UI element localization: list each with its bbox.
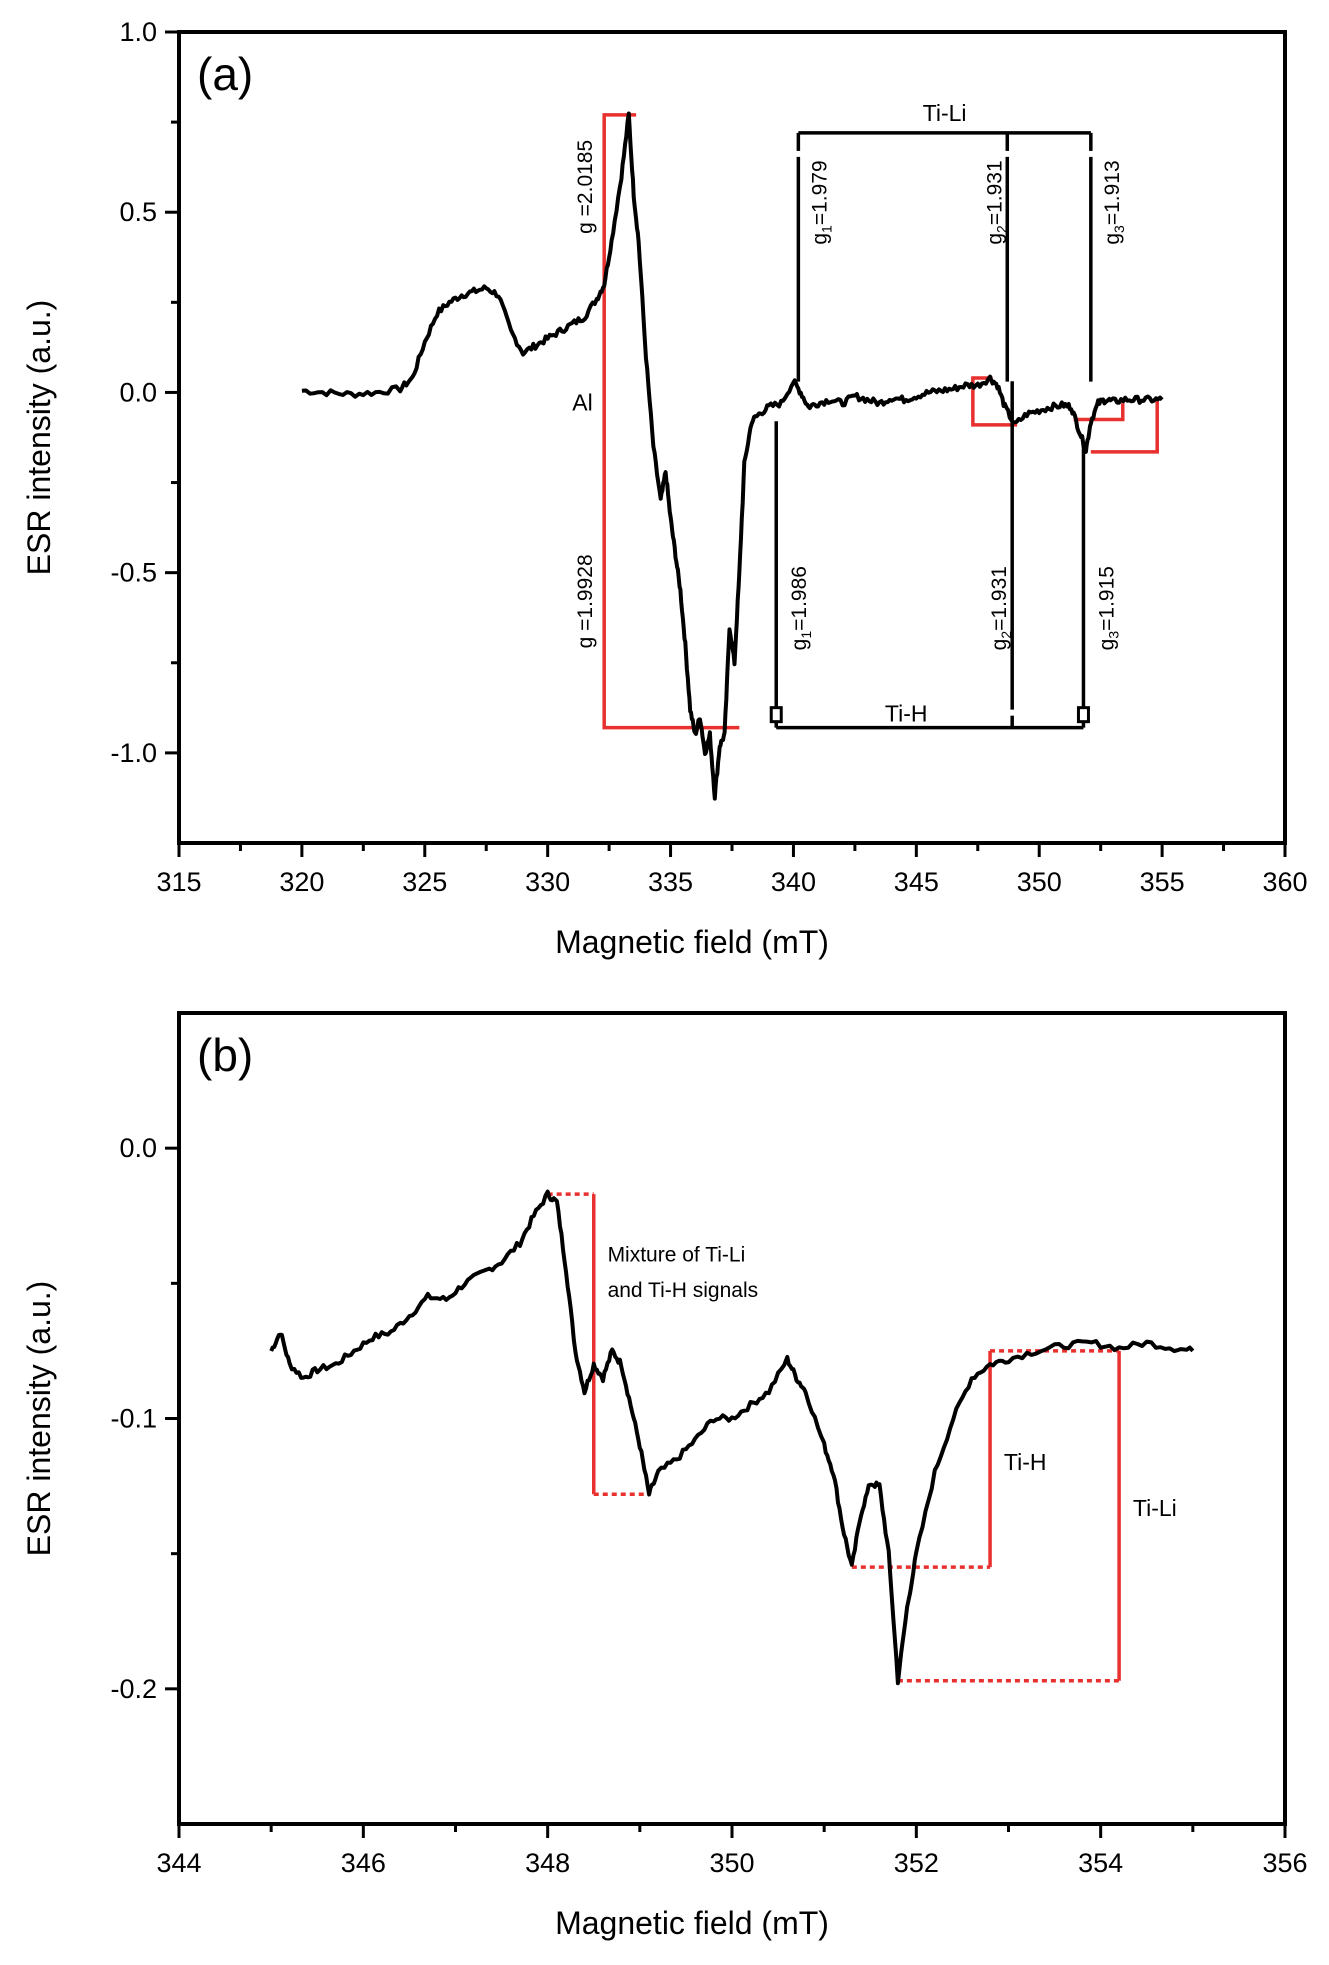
panel-a-frame	[177, 30, 1287, 845]
g-value: =1.986	[788, 566, 811, 631]
ti-h-g2-label: g2=1.931	[988, 566, 1014, 650]
ti-h-g3-label: g3=1.915	[1095, 566, 1121, 650]
x-tick-label: 330	[525, 867, 570, 897]
panel-b: 344 346 348 350 352 354 356 0.0 -0.1 -0.2 (b) Mag…	[21, 1011, 1308, 1941]
y-tick-label: 0.0	[119, 1133, 157, 1163]
x-tick-label: 360	[1262, 867, 1307, 897]
ti-h-bracket-cap	[769, 706, 783, 724]
x-tick-label: 348	[525, 1848, 570, 1878]
x-tick-label: 354	[1078, 1848, 1123, 1878]
series-line	[301, 111, 1164, 801]
ti-li-g3-label: g3=1.913	[1101, 160, 1127, 244]
x-tick-label: 345	[894, 867, 939, 897]
panel-a-ticks: 315 320 325 330 335 340 345 350 355 360 1.0 0.5 0.0 -…	[110, 17, 1307, 897]
g-base: g	[983, 233, 1006, 245]
panel-b-y-axis-title: ESR intensity (a.u.)	[21, 1281, 57, 1557]
ti-h-label: Ti-H	[1004, 1449, 1047, 1475]
y-tick-label: -0.5	[110, 558, 157, 588]
panel-a-y-axis-title: ESR intensity (a.u.)	[21, 300, 57, 576]
y-tick-label: 1.0	[119, 17, 157, 47]
al-marker-box	[602, 113, 740, 730]
panel-a: 315 320 325 330 335 340 345 350 355 360 1.0 0.5 0.0 -…	[21, 17, 1308, 960]
ti-h-g1-label: g1=1.986	[788, 566, 814, 650]
x-tick-label: 344	[156, 1848, 201, 1878]
g-value: =1.931	[988, 566, 1011, 631]
g-base: g	[1095, 639, 1118, 651]
ti-li-g2-label: g2=1.931	[983, 160, 1009, 244]
panel-b-marks	[269, 1189, 1195, 1686]
g-value: =1.931	[983, 160, 1006, 225]
red-marker-box	[971, 376, 1018, 427]
series-line	[269, 1189, 1195, 1686]
x-tick-label: 346	[341, 1848, 386, 1878]
x-tick-label: 350	[1017, 867, 1062, 897]
y-tick-label: 0.5	[119, 197, 157, 227]
red-marker-box	[1090, 399, 1159, 454]
g-subscript: 2	[998, 631, 1014, 639]
y-tick-label: -0.2	[110, 1674, 157, 1704]
ti-li-label: Ti-Li	[1133, 1495, 1177, 1521]
g-value: =1.915	[1095, 566, 1118, 631]
panel-b-ticks: 344 346 348 350 352 354 356 0.0 -0.1 -0.2	[110, 1133, 1307, 1878]
g-subscript: 3	[1111, 225, 1127, 233]
y-tick-label: -0.1	[110, 1404, 157, 1434]
g-value: =1.913	[1101, 160, 1124, 225]
panel-b-x-axis-title: Magnetic field (mT)	[555, 1905, 829, 1941]
g-value: =1.979	[808, 160, 831, 225]
ti-h-label: Ti-H	[885, 701, 928, 727]
panel-a-x-axis-title: Magnetic field (mT)	[555, 924, 829, 960]
g-base: g	[808, 233, 831, 245]
g-subscript: 3	[1105, 631, 1121, 639]
x-tick-label: 325	[402, 867, 447, 897]
x-tick-label: 350	[709, 1848, 754, 1878]
x-tick-label: 315	[156, 867, 201, 897]
x-tick-label: 355	[1140, 867, 1185, 897]
y-tick-label: 0.0	[119, 377, 157, 407]
x-tick-label: 356	[1262, 1848, 1307, 1878]
panel-b-label: (b)	[197, 1029, 253, 1081]
panel-a-label: (a)	[197, 48, 253, 100]
g-1.9928-label: g =1.9928	[574, 554, 597, 648]
x-tick-label: 352	[894, 1848, 939, 1878]
panel-a-marks	[301, 111, 1164, 801]
g-base: g	[1101, 233, 1124, 245]
ti-li-g1-label: g1=1.979	[808, 160, 834, 244]
g-2.0185-label: g =2.0185	[574, 140, 597, 234]
mixture-label-line1: Mixture of Ti-Li	[608, 1244, 746, 1267]
mixture-label-line2: and Ti-H signals	[608, 1279, 759, 1302]
g-subscript: 1	[798, 631, 814, 639]
ti-li-label: Ti-Li	[923, 100, 967, 126]
x-tick-label: 320	[279, 867, 324, 897]
x-tick-label: 340	[771, 867, 816, 897]
g-subscript: 2	[993, 225, 1009, 233]
g-subscript: 1	[818, 225, 834, 233]
y-tick-label: -1.0	[110, 738, 157, 768]
ti-h-bracket-cap	[1076, 706, 1090, 724]
g-base: g	[788, 639, 811, 651]
al-label: Al	[572, 389, 592, 415]
x-tick-label: 335	[648, 867, 693, 897]
g-base: g	[988, 639, 1011, 651]
